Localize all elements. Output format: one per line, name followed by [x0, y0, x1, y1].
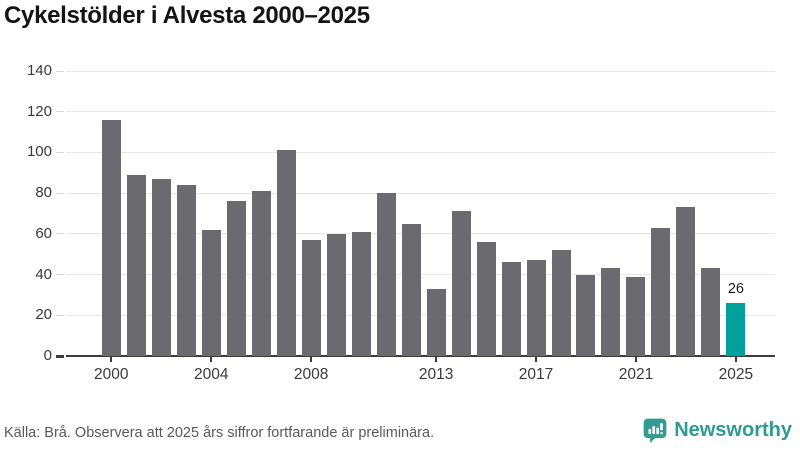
- bar-2015: [476, 242, 496, 356]
- bar-2003: [176, 185, 196, 356]
- x-tick-mark-2013: [435, 356, 438, 362]
- chart-footer: Källa: Brå. Observera att 2025 års siffr…: [0, 412, 800, 450]
- y-tick-mark-100: [56, 151, 64, 153]
- y-axis-label-100: 100: [26, 143, 52, 161]
- x-tick-mark-2021: [634, 356, 637, 362]
- newsworthy-bubble-chart-icon: [643, 418, 667, 443]
- bar-2017: [526, 260, 546, 356]
- bar-2014: [451, 211, 471, 356]
- bar-2002: [151, 178, 171, 356]
- x-axis-label-2000: 2000: [94, 366, 129, 383]
- bar-2013: [426, 288, 446, 356]
- y-tick-mark-120: [56, 111, 64, 113]
- source-note: Källa: Brå. Observera att 2025 års siffr…: [4, 425, 435, 441]
- bar-2023: [676, 207, 696, 356]
- bar-2001: [126, 174, 146, 356]
- page-title: Cykelstölder i Alvesta 2000–2025: [4, 2, 370, 29]
- y-axis-label-120: 120: [26, 102, 52, 120]
- x-axis-label-2025: 2025: [718, 366, 754, 383]
- y-tick-mark-40: [56, 274, 64, 276]
- bar-2022: [651, 227, 671, 356]
- bar-2020: [601, 268, 621, 356]
- bar-2012: [401, 223, 421, 356]
- bar-2016: [501, 262, 521, 356]
- y-tick-mark-60: [56, 233, 64, 235]
- y-tick-mark-0: [56, 354, 64, 358]
- y-tick-mark-20: [56, 314, 64, 316]
- bar-2009: [326, 233, 346, 356]
- x-axis-baseline: [66, 355, 775, 357]
- bar-2025: [726, 303, 746, 356]
- x-axis-label-2013: 2013: [418, 366, 454, 383]
- y-tick-mark-140: [56, 70, 64, 72]
- bar-2011: [376, 193, 396, 356]
- x-tick-mark-2025: [734, 356, 737, 362]
- y-axis-label-80: 80: [35, 184, 52, 202]
- x-axis-label-2017: 2017: [518, 366, 554, 383]
- x-tick-mark-2004: [210, 356, 213, 362]
- newsworthy-logo[interactable]: Newsworthy: [642, 417, 792, 443]
- y-axis-label-20: 20: [35, 306, 52, 324]
- highlight-value-label: 26: [727, 281, 744, 298]
- bar-2008: [301, 239, 321, 356]
- y-axis-label-0: 0: [43, 347, 52, 364]
- x-tick-mark-2017: [535, 356, 538, 362]
- bar-2004: [201, 229, 221, 356]
- x-axis-label-2021: 2021: [618, 366, 654, 383]
- bar-chart-plot-area: 0 20 40 60 80 100 120 140 26 2000 2004 2008 2013 2017…: [27, 62, 775, 383]
- newsworthy-logo-text: Newsworthy: [674, 418, 792, 441]
- gridline-y-120: [66, 111, 775, 113]
- gridline-y-140: [66, 70, 775, 72]
- y-tick-mark-80: [56, 192, 64, 194]
- x-tick-mark-2008: [310, 356, 313, 362]
- gridline-y-100: [66, 151, 775, 153]
- y-axis-label-60: 60: [35, 224, 52, 242]
- y-axis-label-140: 140: [26, 62, 52, 79]
- bar-2024: [701, 268, 721, 356]
- x-tick-mark-2000: [110, 356, 113, 362]
- bar-2007: [276, 150, 296, 356]
- y-axis-label-40: 40: [35, 265, 52, 283]
- bar-2005: [226, 201, 246, 356]
- bar-2021: [626, 276, 646, 356]
- x-axis-label-2008: 2008: [293, 366, 329, 383]
- bar-2010: [351, 231, 371, 356]
- bar-2000: [101, 119, 121, 356]
- x-axis-label-2004: 2004: [193, 366, 229, 383]
- bar-2019: [576, 274, 596, 356]
- bar-2018: [551, 250, 571, 356]
- gridline-y-80: [66, 192, 775, 194]
- bar-2006: [251, 191, 271, 356]
